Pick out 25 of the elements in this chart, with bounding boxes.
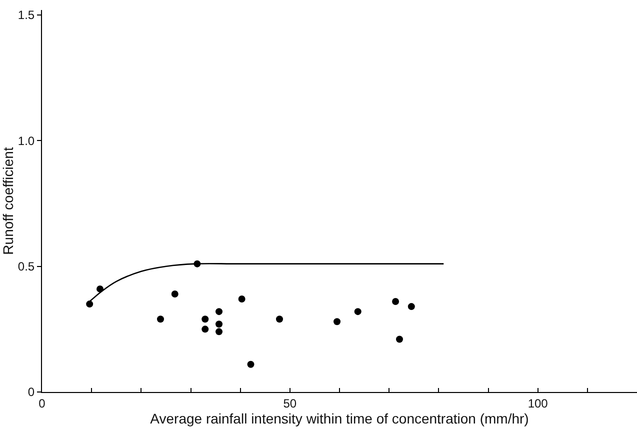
point bbox=[247, 360, 254, 368]
point bbox=[216, 328, 223, 336]
y-tick-label: 1.0 bbox=[18, 134, 35, 148]
point bbox=[396, 336, 403, 343]
point bbox=[354, 308, 362, 316]
point bbox=[202, 326, 209, 333]
y-tick-label: 1.5 bbox=[18, 8, 35, 22]
point bbox=[334, 318, 341, 326]
point bbox=[276, 316, 283, 323]
point bbox=[86, 300, 94, 308]
point bbox=[157, 316, 164, 323]
y-tick-label: 0 bbox=[28, 385, 35, 400]
x-tick-label: 100 bbox=[528, 396, 548, 410]
y-axis-title: Runoff coefficient bbox=[0, 147, 16, 255]
point bbox=[408, 303, 415, 310]
point bbox=[171, 290, 178, 298]
y-tick-label: 0.5 bbox=[18, 260, 35, 274]
x-tick-label: 0 bbox=[38, 396, 46, 410]
x-tick-label: 50 bbox=[283, 396, 297, 410]
point bbox=[216, 320, 223, 328]
point bbox=[216, 308, 223, 316]
point bbox=[392, 298, 400, 306]
point bbox=[238, 296, 246, 303]
point bbox=[202, 316, 209, 323]
x-axis-title: Average rainfall intensity within time of concentration (mm/hr) bbox=[150, 410, 529, 426]
